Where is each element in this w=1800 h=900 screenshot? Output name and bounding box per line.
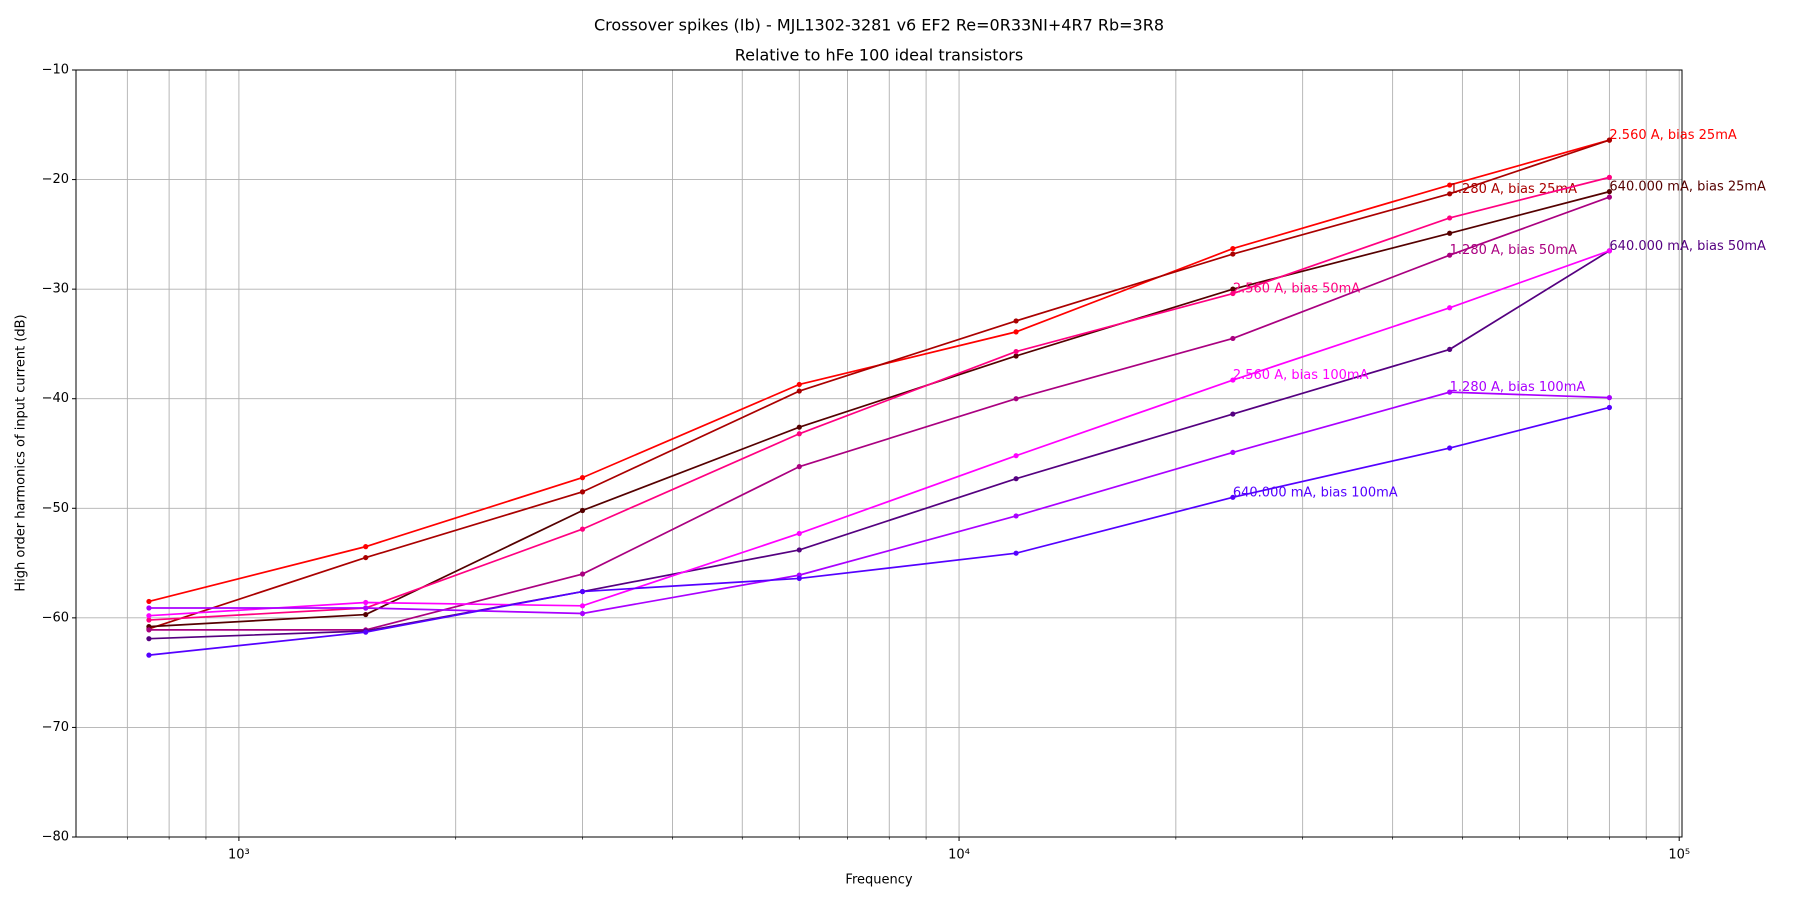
series-line — [148, 176, 1610, 621]
data-point — [1230, 246, 1236, 252]
data-point — [796, 381, 802, 388]
data-point — [1230, 286, 1236, 292]
data-point — [1013, 353, 1019, 359]
data-point — [796, 388, 802, 394]
data-point — [579, 610, 586, 617]
series-label: 2.560 A, bias 50mA — [1233, 282, 1360, 297]
x-tick-label: 10⁵ — [1668, 848, 1690, 863]
data-point — [579, 475, 586, 481]
data-point — [1606, 174, 1613, 180]
series-line — [148, 190, 1610, 628]
data-point — [1013, 318, 1019, 324]
series-line — [148, 250, 1610, 640]
series-line — [148, 406, 1610, 656]
data-point — [579, 571, 586, 577]
data-point — [146, 627, 152, 633]
data-point — [1230, 251, 1236, 257]
data-point — [146, 598, 152, 605]
data-point — [579, 489, 586, 495]
data-point — [146, 617, 152, 623]
y-tick-label: −10 — [42, 63, 69, 78]
data-point — [1013, 550, 1019, 556]
data-point — [1013, 476, 1019, 482]
data-point — [363, 554, 369, 561]
plot-frame — [75, 69, 1683, 838]
data-point — [1013, 329, 1019, 335]
data-point — [1447, 215, 1453, 221]
data-point — [1606, 194, 1613, 200]
data-point — [1230, 335, 1236, 342]
data-point — [796, 464, 802, 470]
data-point — [1606, 395, 1613, 401]
data-point — [363, 544, 369, 550]
series-label: 2.560 A, bias 25mA — [1609, 128, 1736, 143]
data-point — [146, 605, 152, 611]
data-point — [1230, 494, 1236, 500]
data-point — [1447, 230, 1453, 236]
data-point — [1447, 445, 1453, 451]
data-point — [1013, 453, 1019, 459]
x-tick-label: 10⁴ — [948, 848, 970, 863]
data-point — [1013, 513, 1019, 519]
data-point — [796, 424, 802, 430]
x-axis-label: Frequency — [845, 873, 912, 888]
series-line — [148, 391, 1610, 615]
data-point — [1447, 182, 1453, 188]
series-label: 1.280 A, bias 100mA — [1450, 380, 1586, 395]
data-point — [363, 629, 369, 635]
data-point — [1447, 305, 1453, 311]
y-tick-label: −80 — [42, 830, 69, 845]
series-line — [148, 139, 1610, 630]
data-point — [146, 613, 152, 619]
series-label: 2.560 A, bias 100mA — [1233, 368, 1369, 383]
data-point — [1606, 404, 1613, 411]
data-point — [579, 507, 586, 514]
series-label: 1.280 A, bias 50mA — [1450, 243, 1577, 258]
chart-title: Crossover spikes (Ib) - MJL1302-3281 v6 … — [594, 16, 1164, 35]
data-point — [1230, 377, 1236, 383]
series-label: 1.280 A, bias 25mA — [1450, 182, 1577, 197]
data-point — [579, 603, 586, 609]
y-axis-label: High order harmonics of input current (d… — [14, 314, 29, 591]
data-point — [1230, 411, 1236, 417]
series-line — [148, 196, 1610, 631]
data-point — [1447, 346, 1453, 353]
data-point — [1606, 137, 1613, 143]
data-point — [579, 526, 586, 532]
y-tick-label: −30 — [42, 282, 69, 297]
series-line — [148, 249, 1610, 617]
y-tick-label: −60 — [42, 610, 69, 625]
y-tick-label: −20 — [42, 172, 69, 187]
y-tick-label: −40 — [42, 391, 69, 406]
data-point — [1230, 290, 1236, 297]
data-point — [1013, 348, 1019, 355]
data-point — [146, 636, 152, 642]
data-point — [1447, 252, 1453, 258]
data-point — [363, 611, 369, 618]
series-line — [148, 139, 1610, 603]
data-point — [146, 652, 152, 658]
data-point — [796, 530, 802, 537]
data-point — [1230, 449, 1236, 456]
y-tick-label: −70 — [42, 720, 69, 735]
chart-subtitle: Relative to hFe 100 ideal transistors — [735, 46, 1023, 65]
data-point — [1447, 389, 1453, 395]
data-point — [1447, 191, 1453, 197]
data-point — [796, 431, 802, 437]
data-point — [1606, 248, 1613, 254]
y-tick-label: −50 — [42, 501, 69, 516]
data-point — [1013, 396, 1019, 402]
data-point — [579, 588, 586, 595]
data-point — [363, 605, 369, 611]
data-point — [1606, 189, 1613, 195]
series-label: 640.000 mA, bias 50mA — [1609, 239, 1766, 254]
series-label: 640.000 mA, bias 100mA — [1233, 485, 1398, 500]
data-point — [796, 575, 802, 582]
data-point — [363, 599, 369, 606]
series-label: 640.000 mA, bias 25mA — [1609, 180, 1766, 195]
data-point — [796, 547, 802, 553]
x-tick-label: 10³ — [228, 848, 250, 863]
